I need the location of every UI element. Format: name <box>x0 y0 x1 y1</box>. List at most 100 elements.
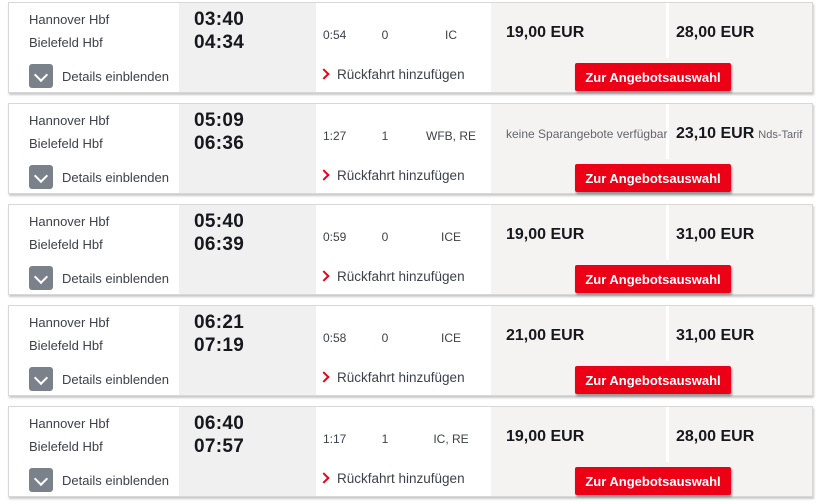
arrival-station: Bielefeld Hbf <box>29 136 103 151</box>
add-return-trip-link[interactable]: Rückfahrt hinzufügen <box>318 370 465 385</box>
savings-fare-price: 19,00 EUR <box>506 428 585 445</box>
details-toggle-label[interactable]: Details einblenden <box>62 372 169 387</box>
arrival-station: Bielefeld Hbf <box>29 338 103 353</box>
add-return-trip-label: Rückfahrt hinzufügen <box>337 370 465 385</box>
time-column-background <box>179 306 316 395</box>
chevron-right-icon <box>318 371 330 383</box>
price-column-divider <box>666 306 669 361</box>
time-column-background <box>179 104 316 193</box>
arrival-time: 07:19 <box>194 335 245 356</box>
flex-fare-price: 28,00 EUR <box>676 428 755 445</box>
offer-selection-button[interactable]: Zur Angebotsauswahl <box>575 467 731 495</box>
details-toggle-button[interactable] <box>29 468 53 492</box>
chevron-down-icon <box>33 67 49 83</box>
details-toggle-label[interactable]: Details einblenden <box>62 170 169 185</box>
offer-selection-button[interactable]: Zur Angebotsauswahl <box>575 164 731 192</box>
flex-fare-cell: 31,00 EUR <box>676 226 758 244</box>
arrival-station: Bielefeld Hbf <box>29 439 103 454</box>
tariff-note: Nds-Tarif <box>758 129 803 141</box>
flex-fare-price: 28,00 EUR <box>676 24 755 41</box>
details-toggle-button[interactable] <box>29 266 53 290</box>
arrival-time: 04:34 <box>194 32 245 53</box>
chevron-down-icon <box>33 471 49 487</box>
savings-fare-cell: 19,00 EUR <box>506 24 584 42</box>
details-toggle-button[interactable] <box>29 367 53 391</box>
details-toggle-button[interactable] <box>29 64 53 88</box>
savings-fare-cell: 21,00 EUR <box>506 327 584 345</box>
savings-fare-cell: 19,00 EUR <box>506 226 584 244</box>
connection-row: Hannover Hbf Bielefeld Hbf Details einbl… <box>8 204 813 295</box>
train-products: IC, RE <box>433 432 469 446</box>
number-of-changes: 1 <box>381 129 389 143</box>
connection-row: Hannover Hbf Bielefeld Hbf Details einbl… <box>8 103 813 194</box>
chevron-down-icon <box>33 168 49 184</box>
flex-fare-price: 23,10 EUR <box>676 125 755 142</box>
travel-duration: 0:59 <box>323 230 347 244</box>
connection-row: Hannover Hbf Bielefeld Hbf Details einbl… <box>8 2 813 93</box>
time-column-background <box>179 205 316 294</box>
chevron-right-icon <box>318 270 330 282</box>
price-column-divider <box>666 3 669 58</box>
departure-station: Hannover Hbf <box>29 12 110 27</box>
price-column-divider <box>666 205 669 260</box>
arrival-time: 06:39 <box>194 234 245 255</box>
offer-selection-button[interactable]: Zur Angebotsauswahl <box>575 63 731 91</box>
flex-fare-cell: 28,00 EUR <box>676 428 758 446</box>
chevron-right-icon <box>318 472 330 484</box>
departure-time: 05:09 <box>194 110 245 131</box>
add-return-trip-link[interactable]: Rückfahrt hinzufügen <box>318 168 465 183</box>
arrival-time: 06:36 <box>194 133 245 154</box>
arrival-time: 07:57 <box>194 436 245 457</box>
departure-station: Hannover Hbf <box>29 113 110 128</box>
details-toggle-label[interactable]: Details einblenden <box>62 69 169 84</box>
train-products: IC <box>445 28 457 42</box>
number-of-changes: 1 <box>381 432 389 446</box>
flex-fare-cell: 28,00 EUR <box>676 24 758 42</box>
arrival-station: Bielefeld Hbf <box>29 35 103 50</box>
add-return-trip-label: Rückfahrt hinzufügen <box>337 168 465 183</box>
savings-fare-cell: keine Sparangebote verfügbar <box>506 125 667 143</box>
details-toggle-button[interactable] <box>29 165 53 189</box>
travel-duration: 1:27 <box>323 129 347 143</box>
departure-station: Hannover Hbf <box>29 416 110 431</box>
departure-time: 03:40 <box>194 9 245 30</box>
flex-fare-price: 31,00 EUR <box>676 327 755 344</box>
train-products: ICE <box>440 230 461 244</box>
time-column-background <box>179 407 316 496</box>
add-return-trip-label: Rückfahrt hinzufügen <box>337 269 465 284</box>
add-return-trip-link[interactable]: Rückfahrt hinzufügen <box>318 269 465 284</box>
number-of-changes: 0 <box>381 331 389 345</box>
add-return-trip-link[interactable]: Rückfahrt hinzufügen <box>318 67 465 82</box>
details-toggle-label[interactable]: Details einblenden <box>62 271 169 286</box>
number-of-changes: 0 <box>381 230 389 244</box>
price-column-divider <box>666 407 669 462</box>
savings-fare-price: 19,00 EUR <box>506 226 585 243</box>
travel-duration: 1:17 <box>323 432 347 446</box>
departure-time: 05:40 <box>194 211 245 232</box>
chevron-right-icon <box>318 68 330 80</box>
flex-fare-cell: 31,00 EUR <box>676 327 758 345</box>
offer-selection-button[interactable]: Zur Angebotsauswahl <box>575 366 731 394</box>
flex-fare-price: 31,00 EUR <box>676 226 755 243</box>
savings-fare-price: 21,00 EUR <box>506 327 585 344</box>
chevron-right-icon <box>318 169 330 181</box>
flex-fare-cell: 23,10 EUR Nds-Tarif <box>676 125 802 143</box>
details-toggle-label[interactable]: Details einblenden <box>62 473 169 488</box>
price-column-divider <box>666 104 669 159</box>
add-return-trip-link[interactable]: Rückfahrt hinzufügen <box>318 471 465 486</box>
savings-fare-price: 19,00 EUR <box>506 24 585 41</box>
departure-time: 06:40 <box>194 413 245 434</box>
departure-station: Hannover Hbf <box>29 315 110 330</box>
connection-row: Hannover Hbf Bielefeld Hbf Details einbl… <box>8 406 813 497</box>
travel-duration: 0:54 <box>323 28 347 42</box>
offer-selection-button[interactable]: Zur Angebotsauswahl <box>575 265 731 293</box>
savings-fare-note: keine Sparangebote verfügbar <box>506 127 668 141</box>
savings-fare-cell: 19,00 EUR <box>506 428 584 446</box>
add-return-trip-label: Rückfahrt hinzufügen <box>337 471 465 486</box>
chevron-down-icon <box>33 269 49 285</box>
travel-duration: 0:58 <box>323 331 347 345</box>
time-column-background <box>179 3 316 92</box>
add-return-trip-label: Rückfahrt hinzufügen <box>337 67 465 82</box>
arrival-station: Bielefeld Hbf <box>29 237 103 252</box>
